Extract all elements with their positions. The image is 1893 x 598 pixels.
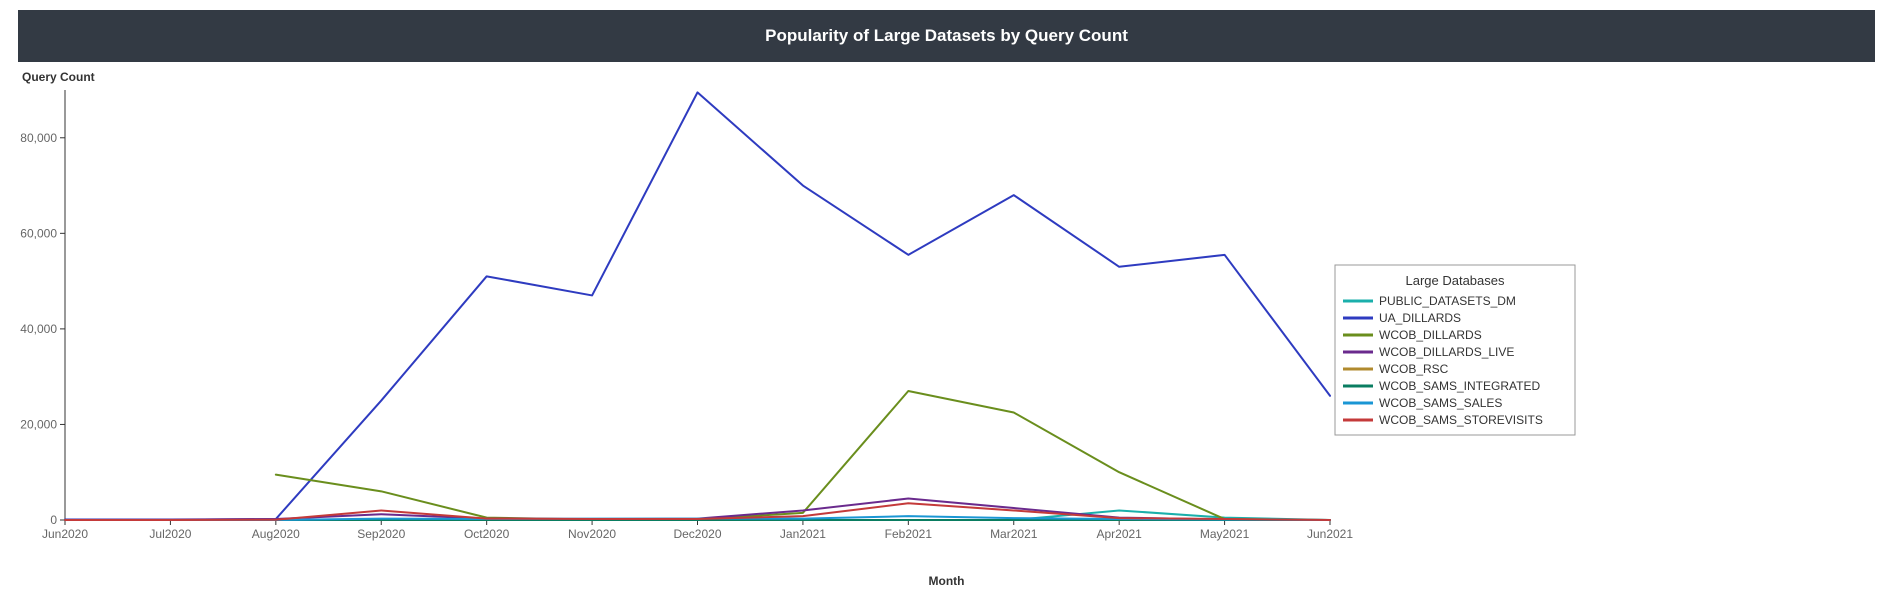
- x-tick-label: Jan2021: [780, 527, 826, 541]
- y-tick-label: 60,000: [20, 226, 57, 240]
- legend-label: WCOB_SAMS_INTEGRATED: [1379, 379, 1540, 393]
- series-line: [65, 92, 1330, 519]
- x-axis-label: Month: [0, 574, 1893, 588]
- x-tick-label: Feb2021: [885, 527, 933, 541]
- chart-title: Popularity of Large Datasets by Query Co…: [765, 26, 1128, 45]
- x-tick-label: Oct2020: [464, 527, 510, 541]
- x-tick-label: Jun2020: [42, 527, 88, 541]
- y-tick-label: 0: [50, 513, 57, 527]
- series-line: [65, 499, 1330, 521]
- legend-label: WCOB_DILLARDS_LIVE: [1379, 345, 1514, 359]
- y-axis-label: Query Count: [22, 70, 95, 84]
- x-tick-label: Apr2021: [1096, 527, 1142, 541]
- x-tick-label: May2021: [1200, 527, 1250, 541]
- x-tick-label: Sep2020: [357, 527, 405, 541]
- x-tick-label: Jun2021: [1307, 527, 1353, 541]
- chart-title-bar: Popularity of Large Datasets by Query Co…: [18, 10, 1875, 62]
- legend-title: Large Databases: [1405, 273, 1505, 288]
- y-tick-label: 40,000: [20, 322, 57, 336]
- legend-label: UA_DILLARDS: [1379, 311, 1461, 325]
- legend-label: WCOB_SAMS_STOREVISITS: [1379, 413, 1543, 427]
- legend-label: WCOB_RSC: [1379, 362, 1449, 376]
- x-tick-label: Dec2020: [673, 527, 721, 541]
- series-line: [276, 391, 1330, 520]
- legend-label: PUBLIC_DATASETS_DM: [1379, 294, 1516, 308]
- x-tick-label: Nov2020: [568, 527, 616, 541]
- x-tick-label: Jul2020: [149, 527, 191, 541]
- y-tick-label: 80,000: [20, 131, 57, 145]
- x-tick-label: Aug2020: [252, 527, 300, 541]
- chart-container: Popularity of Large Datasets by Query Co…: [0, 10, 1893, 588]
- x-tick-label: Mar2021: [990, 527, 1038, 541]
- legend-label: WCOB_SAMS_SALES: [1379, 396, 1502, 410]
- legend-label: WCOB_DILLARDS: [1379, 328, 1482, 342]
- line-chart: 0 20,000 40,000 60,000 80,000 Jun2020 Jul2020 A…: [0, 70, 1893, 570]
- y-tick-label: 20,000: [20, 417, 57, 431]
